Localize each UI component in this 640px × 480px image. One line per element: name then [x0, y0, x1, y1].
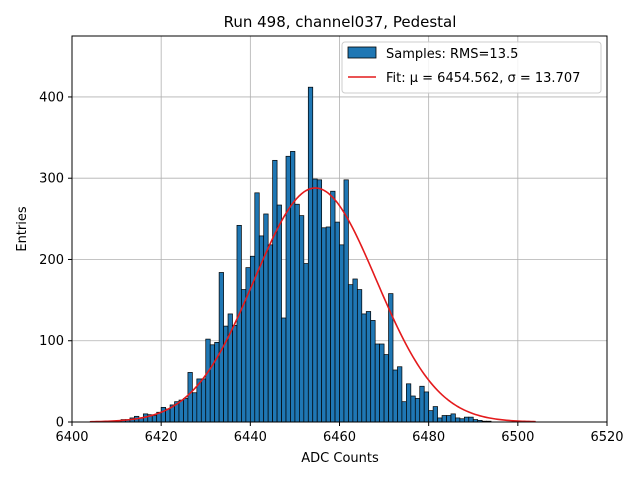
histogram-bar [423, 391, 430, 423]
histogram-bar [370, 320, 376, 423]
x-tick-label: 6400 [55, 430, 88, 445]
histogram-bar [419, 385, 425, 423]
histogram-bar [361, 313, 367, 423]
histogram-bar [334, 221, 340, 423]
histogram-bar [267, 244, 273, 423]
y-tick-label: 300 [39, 172, 64, 187]
histogram-bar [428, 410, 434, 423]
x-tick-label: 6420 [145, 430, 178, 445]
histogram-bar [299, 215, 305, 423]
histogram-bar [455, 417, 461, 423]
y-tick-label: 200 [39, 253, 64, 268]
histogram-bar [330, 190, 336, 423]
x-axis-ticks: 6400 6420 6440 6460 6480 6500 6520 [55, 422, 624, 445]
x-tick-label: 6460 [323, 430, 356, 445]
histogram-bar [325, 226, 331, 423]
histogram-bar [200, 378, 207, 423]
histogram-bar [165, 408, 171, 423]
histogram-bar [397, 366, 403, 423]
histogram-bar [348, 284, 354, 423]
histogram-bar [178, 399, 184, 423]
histogram-bar [446, 415, 452, 423]
histogram-bar [321, 227, 327, 423]
histogram-bar [410, 395, 416, 423]
histogram-bar [303, 263, 309, 423]
legend: Samples: RMS=13.5 Fit: μ = 6454.562, σ =… [341, 41, 602, 94]
histogram-bar [232, 324, 238, 423]
histogram-bar [236, 224, 242, 423]
y-tick-label: 400 [39, 90, 64, 105]
legend-samples-swatch [347, 46, 377, 59]
histogram-bar [365, 311, 372, 423]
x-tick-label: 6480 [412, 430, 445, 445]
chart-title: Run 498, channel037, Pedestal [224, 13, 457, 31]
legend-samples-label: Samples: RMS=13.5 [386, 47, 518, 62]
histogram-bar [352, 278, 358, 423]
histogram-bar [441, 415, 447, 423]
y-tick-label: 0 [56, 416, 64, 431]
histogram-bar [414, 398, 421, 423]
histogram-bar [312, 178, 318, 423]
histogram-bar [316, 179, 323, 423]
histogram-bar [183, 398, 189, 423]
y-axis-label: Entries [15, 206, 30, 252]
histogram-bar [468, 416, 474, 423]
histogram-bar [383, 354, 389, 423]
histogram-bar [272, 159, 278, 423]
histogram-bar [160, 407, 166, 423]
x-axis-label: ADC Counts [301, 451, 379, 466]
histogram-bar [263, 213, 269, 423]
histogram-bar [379, 343, 385, 423]
histogram-bar [356, 289, 363, 423]
histogram-bar [432, 406, 438, 423]
histogram-bar [463, 416, 470, 423]
histogram-bars [116, 86, 492, 423]
x-tick-label: 6520 [590, 430, 623, 445]
histogram-bar [450, 413, 456, 423]
histogram-bar [290, 151, 296, 423]
histogram-bar [392, 369, 398, 423]
legend-box [341, 41, 602, 94]
legend-fit-label: Fit: μ = 6454.562, σ = 13.707 [386, 71, 580, 86]
histogram-bar [339, 244, 345, 423]
histogram-bar [294, 203, 300, 423]
histogram-bar [209, 344, 216, 423]
histogram-bar [374, 343, 380, 423]
histogram-bar [285, 155, 291, 423]
histogram-bar [401, 401, 407, 423]
histogram-bar [205, 338, 211, 423]
histogram-bar [276, 204, 282, 423]
histogram-bar [151, 415, 158, 423]
y-tick-label: 100 [39, 334, 64, 349]
histogram-bar [307, 86, 314, 423]
histogram-bar [437, 417, 443, 423]
histogram-bar [187, 372, 193, 423]
histogram-bar [281, 317, 287, 423]
y-axis-ticks: 0 100 200 300 400 [39, 90, 72, 431]
histogram-bar [406, 383, 412, 423]
gaussian-fit-curve [89, 187, 536, 423]
histogram-bar [254, 192, 260, 423]
x-tick-label: 6440 [234, 430, 267, 445]
histogram-bar [192, 392, 198, 423]
x-tick-label: 6500 [501, 430, 534, 445]
